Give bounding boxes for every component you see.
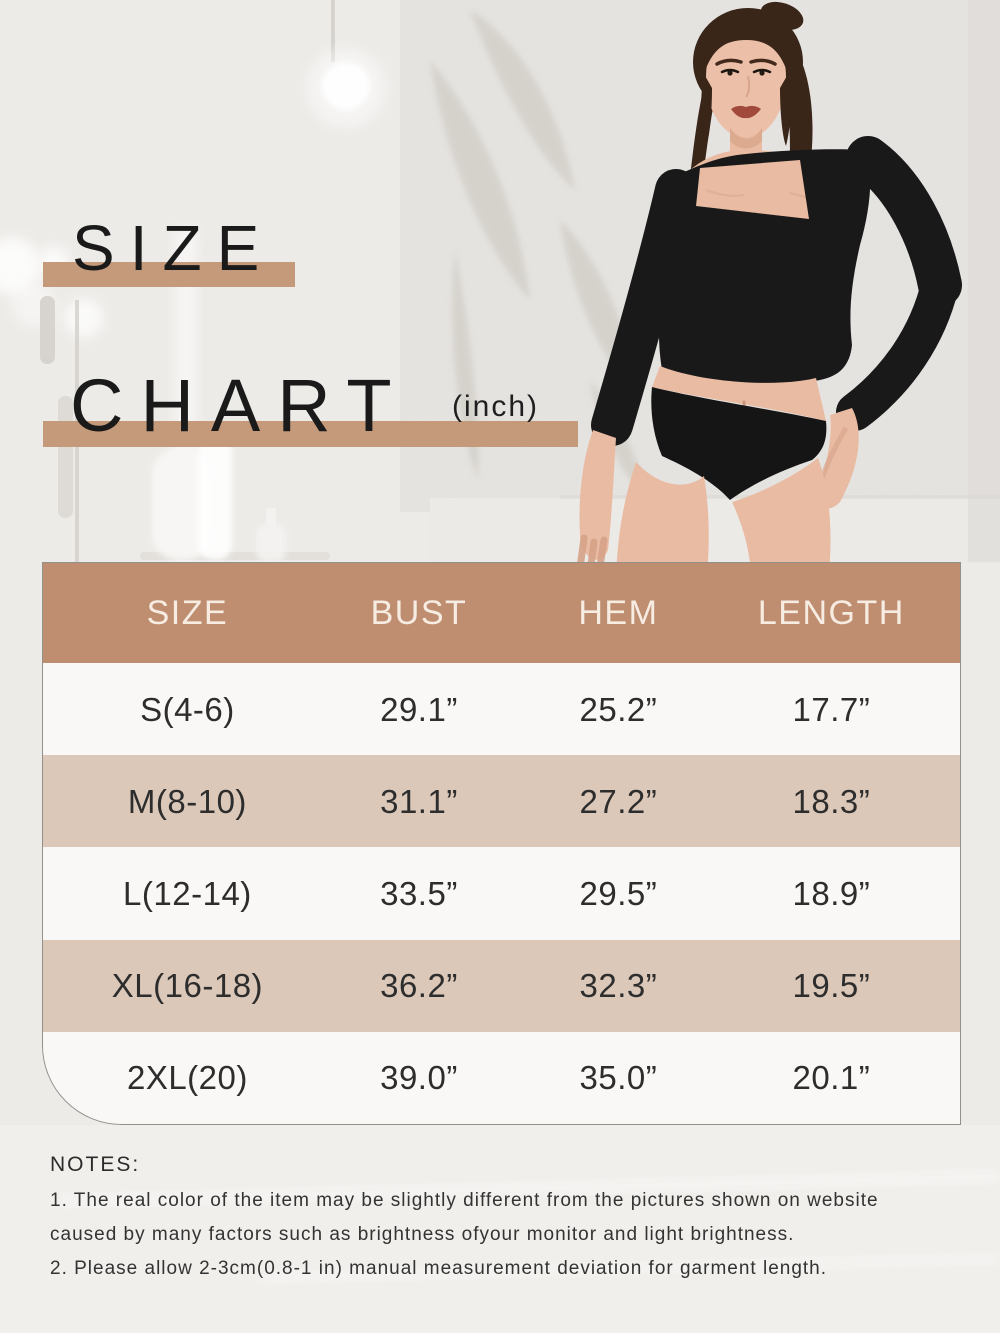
model-face [715,58,777,119]
column-header-bust: BUST [370,594,468,632]
furniture-blur [40,228,330,562]
note-line-2: caused by many factors such as brightnes… [50,1224,795,1245]
bust-cell: 36.2” [380,967,458,1005]
hem-cell: 29.5” [579,875,658,912]
hem-cell: 35.0” [579,1059,658,1097]
column-header-hem: HEM [578,594,659,632]
table-row-s: S(4-6) 29.1” 25.2” 17.7” [43,663,960,756]
hem-cell: 32.3” [579,967,658,1005]
model-hair-front [701,22,791,146]
model-top [658,149,871,386]
table-row-m: M(8-10) 31.1” 27.2” 18.3” [43,755,960,848]
column-header-length: LENGTH [757,594,905,632]
bust-cell: 39.0” [380,1059,458,1097]
column-header-size: SIZE [146,594,229,632]
pendant-light [306,0,386,128]
length-cell: 20.1” [792,1059,871,1097]
bust-cell: 29.1” [380,690,458,728]
heading-chart: CHART [70,364,409,447]
size-cell: M(8-10) [127,782,247,820]
chart-accent-bar [43,421,578,447]
table-header-row: SIZE BUST HEM LENGTH [43,563,960,663]
length-cell: 18.3” [792,782,871,820]
model-bikini [651,387,827,500]
note-line-1: 1. The real color of the item may be sli… [50,1190,879,1211]
unit-label: (inch) [452,390,540,423]
table-row-xl: XL(16-18) 36.2” 32.3” 19.5” [43,939,960,1032]
note-line-3: 2. Please allow 2-3cm(0.8-1 in) manual m… [50,1258,828,1279]
size-cell: XL(16-18) [111,967,264,1005]
length-cell: 19.5” [792,967,871,1005]
table-row-l: L(12-14) 33.5” 29.5” 18.9” [43,847,960,940]
length-cell: 17.7” [792,690,871,728]
hem-cell: 25.2” [579,690,658,728]
length-cell: 18.9” [792,875,871,912]
size-accent-bar [43,262,295,287]
size-cell: L(12-14) [123,875,252,912]
model-arms [591,136,962,446]
size-cell: S(4-6) [140,690,235,728]
floor [0,1125,1000,1333]
bust-cell: 31.1” [380,782,458,820]
notes-heading: NOTES: [50,1153,141,1176]
table-row-2xl: 2XL(20) 39.0” 35.0” 20.1” [43,1031,960,1124]
notes-section: NOTES: 1. The real color of the item may… [50,1154,879,1293]
size-table: SIZE BUST HEM LENGTH S(4-6) 29.1” 25.2” … [42,562,961,1125]
bust-cell: 33.5” [380,875,458,912]
size-cell: 2XL(20) [126,1059,248,1097]
model-hands [576,408,859,576]
hem-cell: 27.2” [579,782,658,820]
heading-size: SIZE [72,212,275,284]
